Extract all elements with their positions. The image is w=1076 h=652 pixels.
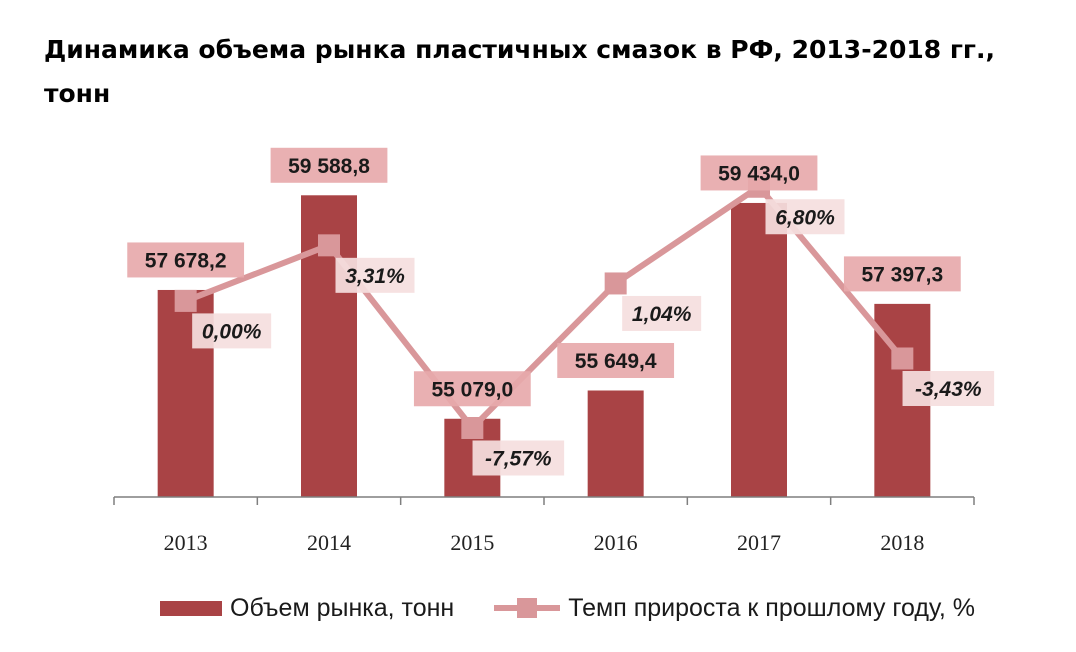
bar-data-label: 55 649,4 — [575, 350, 657, 373]
bar-data-label-box — [127, 242, 245, 278]
line-data-label: -7,57% — [485, 448, 552, 471]
x-tick-label: 2014 — [307, 530, 351, 555]
bar-data-label-box — [700, 155, 818, 191]
line-marker — [174, 289, 197, 312]
bar-data-label-box — [843, 256, 961, 292]
line-data-label: 6,80% — [775, 206, 835, 229]
line-data-label: 0,00% — [202, 320, 262, 343]
bar — [731, 202, 787, 497]
line-marker — [318, 234, 340, 257]
line-data-label-box — [765, 199, 845, 235]
legend: Объем рынка, тонн Темп прироста к прошло… — [160, 588, 1015, 628]
bar-data-label-box — [557, 342, 675, 378]
x-tick-label: 2018 — [880, 530, 924, 555]
legend-item-bar: Объем рынка, тонн — [160, 594, 454, 623]
x-tick-label: 2017 — [737, 530, 781, 555]
bar-data-label: 59 434,0 — [718, 163, 800, 186]
x-tick-label: 2016 — [594, 530, 638, 555]
legend-bar-swatch — [160, 600, 222, 616]
line-data-label: -3,43% — [915, 378, 982, 401]
line-data-label-box — [902, 370, 995, 406]
legend-item-line: Темп прироста к прошлому году, % — [494, 594, 975, 623]
chart-title: Динамика объема рынка пластичных смазок … — [44, 35, 995, 108]
bar-data-label: 59 588,8 — [288, 155, 370, 178]
bar-data-label: 57 678,2 — [145, 250, 227, 273]
line-marker — [604, 272, 627, 295]
bar-data-label-box — [413, 371, 531, 407]
bar-data-label: 55 079,0 — [431, 378, 513, 401]
line-data-label-box — [192, 313, 272, 349]
x-tick-label: 2015 — [450, 530, 494, 555]
bar — [587, 390, 644, 497]
line-marker — [891, 347, 914, 370]
legend-bar-label: Объем рынка, тонн — [230, 593, 455, 622]
line-data-label: 3,31% — [345, 265, 405, 288]
legend-line-label: Темп прироста к прошлому году, % — [568, 593, 976, 622]
line-data-label-box — [472, 440, 565, 476]
legend-line-swatch — [494, 597, 561, 619]
bar-data-label: 57 397,3 — [861, 263, 943, 286]
x-tick-label: 2013 — [164, 530, 208, 555]
line-data-label-box — [622, 295, 702, 331]
line-marker — [461, 416, 484, 439]
line-data-label-box — [335, 257, 415, 293]
line-data-label: 1,04% — [632, 303, 692, 326]
bar-data-label-box — [270, 147, 388, 183]
